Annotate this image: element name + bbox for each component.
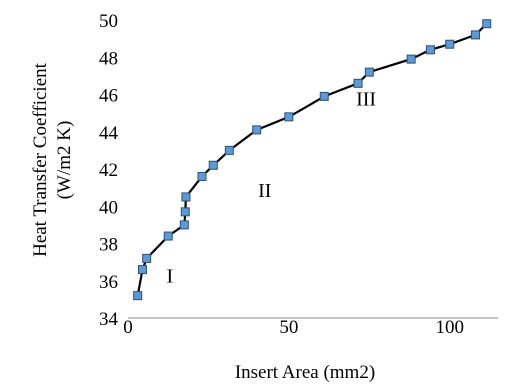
y-tick-labels: 34 36 38 40 42 44 46 48 50 — [99, 11, 119, 330]
region-label: III — [356, 89, 376, 111]
data-point-marker — [353, 78, 363, 88]
series-line — [136, 22, 488, 296]
y-tick-label: 42 — [99, 160, 118, 181]
data-point-marker — [364, 67, 374, 77]
data-point-marker — [181, 192, 191, 202]
series-lines — [136, 22, 488, 296]
data-point-marker — [163, 231, 173, 241]
data-point-marker — [224, 145, 234, 155]
x-tick-label: 100 — [435, 317, 464, 338]
y-tick-label: 48 — [99, 48, 118, 69]
y-tick-label: 40 — [99, 197, 118, 218]
region-label: I — [166, 266, 173, 288]
data-point-marker — [133, 291, 143, 301]
y-tick-label: 46 — [99, 86, 118, 107]
data-point-marker — [179, 220, 189, 230]
region-label: II — [258, 180, 271, 202]
data-point-marker — [284, 112, 294, 122]
y-tick-label: 50 — [99, 11, 118, 32]
data-markers — [133, 19, 492, 301]
data-point-marker — [425, 45, 435, 55]
data-point-marker — [208, 160, 218, 170]
x-tick-label: 0 — [123, 317, 133, 338]
y-axis-title-line1: Heat Transfer Coefficient — [30, 62, 51, 257]
y-tick-label: 34 — [99, 309, 119, 330]
data-point-marker — [319, 91, 329, 101]
data-point-marker — [252, 125, 262, 135]
y-tick-label: 38 — [99, 235, 118, 256]
data-point-marker — [137, 265, 147, 275]
data-point-marker — [470, 30, 480, 40]
x-tick-label: 50 — [279, 317, 298, 338]
data-point-marker — [445, 39, 455, 49]
y-axis-title-line2: (W/m2 K) — [54, 121, 75, 200]
data-point-marker — [180, 207, 190, 217]
data-point-marker — [482, 19, 492, 29]
y-tick-label: 44 — [99, 123, 119, 144]
data-point-marker — [142, 253, 152, 263]
y-tick-label: 36 — [99, 272, 118, 293]
x-axis-title: Insert Area (mm2) — [235, 362, 375, 383]
data-point-marker — [197, 171, 207, 181]
x-tick-labels: 0 50 100 — [123, 317, 464, 338]
data-point-marker — [406, 54, 416, 64]
